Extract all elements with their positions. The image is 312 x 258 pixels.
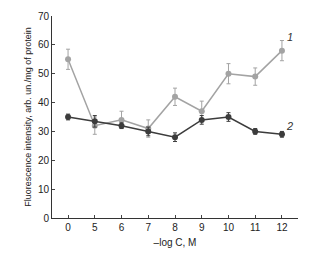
svg-text:2: 2 — [286, 120, 293, 132]
svg-text:40: 40 — [38, 97, 50, 108]
svg-text:10: 10 — [38, 184, 50, 195]
svg-text:5: 5 — [92, 222, 98, 233]
svg-text:0: 0 — [43, 213, 49, 224]
svg-text:11: 11 — [250, 222, 261, 233]
svg-text:50: 50 — [38, 68, 50, 79]
svg-text:0: 0 — [65, 222, 71, 233]
svg-text:Fluorescence intensity, arb. u: Fluorescence intensity, arb. un./mg of p… — [23, 27, 33, 206]
svg-text:9: 9 — [199, 222, 205, 233]
svg-text:8: 8 — [172, 222, 178, 233]
svg-text:10: 10 — [223, 222, 235, 233]
svg-text:12: 12 — [276, 222, 288, 233]
svg-text:1: 1 — [287, 31, 293, 43]
svg-text:60: 60 — [38, 39, 50, 50]
svg-text:6: 6 — [119, 222, 125, 233]
svg-text:–log C, M: –log C, M — [154, 237, 197, 248]
svg-text:30: 30 — [38, 126, 50, 137]
svg-text:20: 20 — [38, 155, 50, 166]
svg-text:70: 70 — [38, 11, 50, 22]
svg-text:7: 7 — [145, 222, 151, 233]
